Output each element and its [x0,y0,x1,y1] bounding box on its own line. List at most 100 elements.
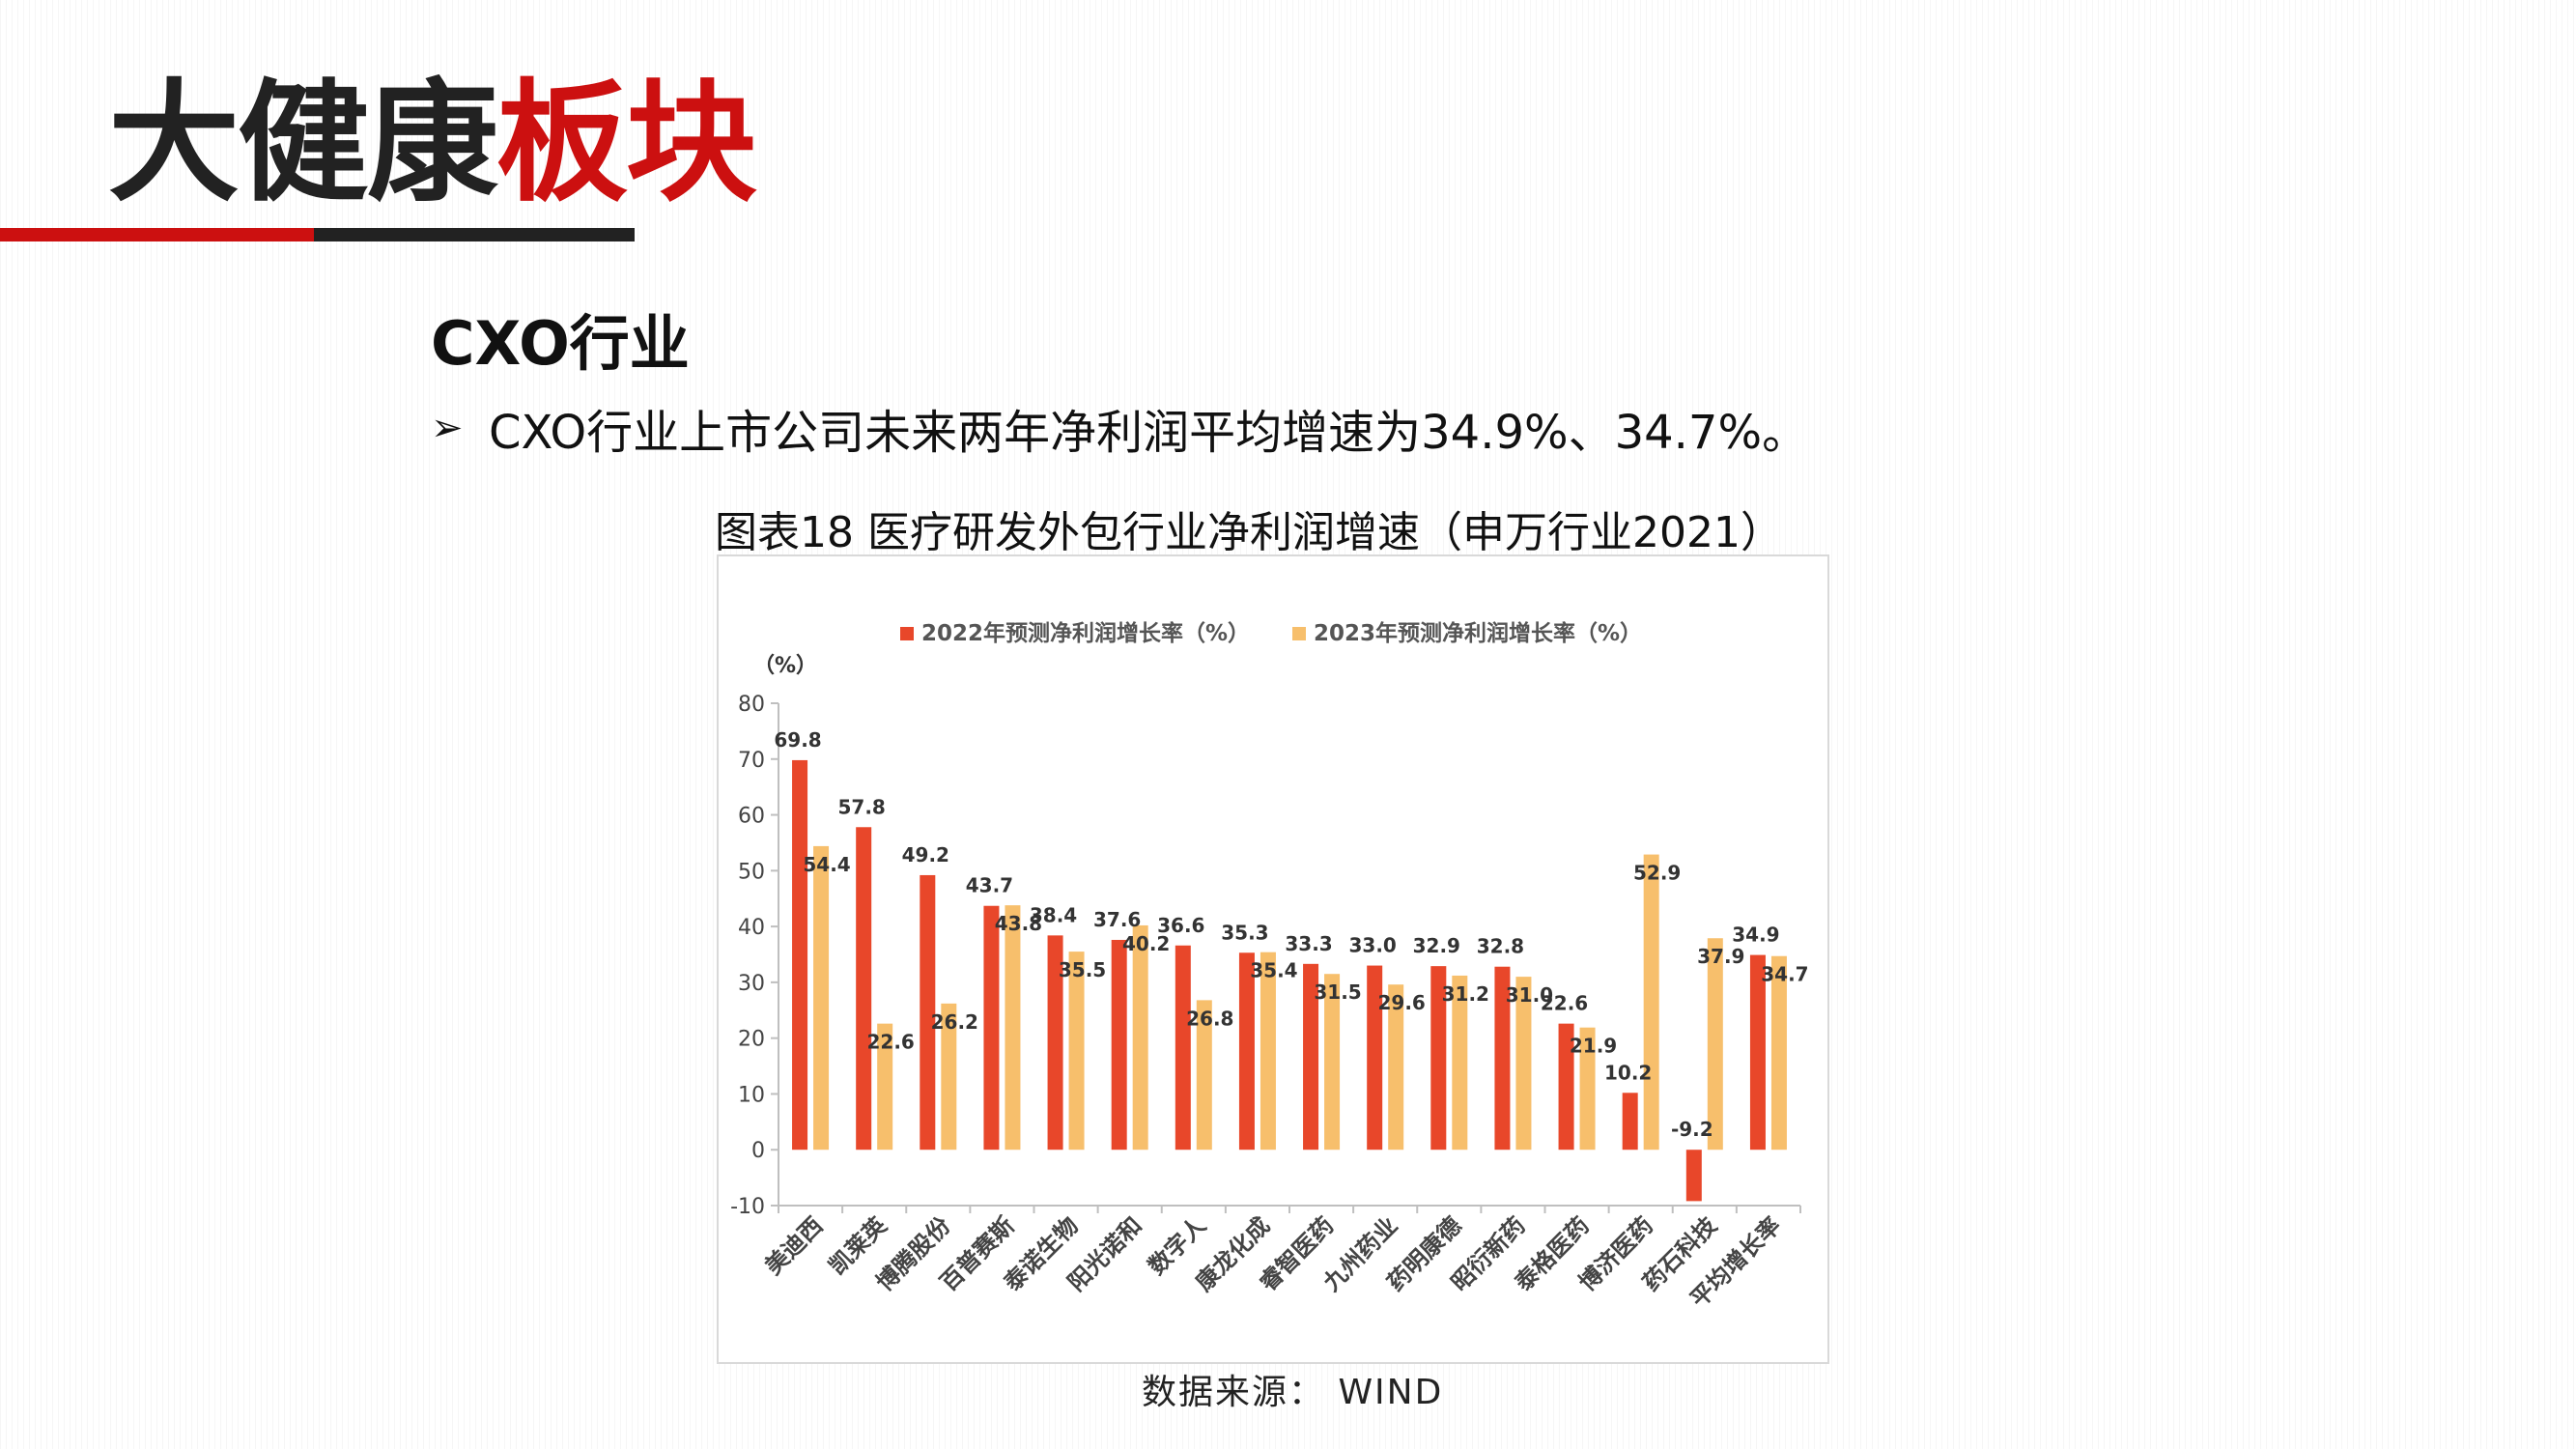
page-title: 大健康板块 [108,60,757,229]
bar-2022 [1558,1023,1574,1151]
bar-2022 [1238,952,1255,1151]
data-label: 33.3 [1285,932,1332,955]
bar-2023 [1324,974,1341,1151]
data-label: 21.9 [1570,1035,1617,1058]
legend-item: 2023年预测净利润增长率（%） [1292,620,1642,646]
data-label: 34.9 [1732,923,1779,947]
bar-2023 [1196,1000,1212,1151]
bar-2022 [1685,1150,1702,1202]
chart-frame: 2022年预测净利润增长率（%） 2023年预测净利润增长率（%） -10 0 10 2… [717,554,1829,1364]
data-label: 31.0 [1506,983,1553,1007]
page-title-red: 板块 [496,68,757,220]
data-label: 40.2 [1122,932,1170,955]
legend-item: 2022年预测净利润增长率（%） [900,620,1250,646]
bullet-arrow-icon: ➢ [431,406,464,450]
bar-2022 [1047,935,1063,1151]
y-tick-label: 70 [738,749,765,773]
bar-2022 [1430,966,1447,1151]
bar-2022 [1494,966,1511,1151]
bar-2023 [941,1003,957,1151]
data-label: 31.2 [1442,982,1489,1006]
section-heading: CXO行业 [431,308,690,379]
bar-2023 [1388,984,1404,1151]
figure-caption: 图表18 医疗研发外包行业净利润增速（申万行业2021） [715,508,1783,557]
title-underline-dark [314,228,635,242]
data-label: 38.4 [1030,903,1077,926]
bar-2023 [813,845,830,1151]
data-label: 34.7 [1761,963,1808,986]
bar-2022 [1111,939,1127,1151]
legend-label: 2023年预测净利润增长率（%） [1314,620,1642,646]
bullet-text: CXO行业上市公司未来两年净利润平均增速为34.9%、34.7%。 [489,406,1809,460]
bar-2023 [1452,975,1468,1151]
data-label: 22.6 [867,1031,915,1054]
bar-chart: 2022年预测净利润增长率（%） 2023年预测净利润增长率（%） -10 0 10 2… [730,620,1809,1313]
bar-2022 [1749,954,1766,1151]
data-label: 43.7 [966,874,1013,897]
bar-2022 [792,759,808,1151]
data-label: 31.5 [1314,980,1361,1004]
data-label: 57.8 [838,795,886,818]
data-label: 54.4 [803,853,850,876]
y-axis-label: （%） [753,654,817,678]
page-title-dark: 大健康 [108,68,498,220]
data-label: 22.6 [1541,992,1588,1015]
y-tick-label: 20 [738,1028,765,1052]
y-tick-label: 80 [738,693,765,717]
bar-2023 [1068,952,1085,1151]
chart-legend: 2022年预测净利润增长率（%） 2023年预测净利润增长率（%） [900,620,1642,646]
bar-2022 [856,827,872,1151]
data-label: 32.8 [1477,935,1524,958]
title-underline-red [0,228,314,242]
bar-2023 [1260,952,1276,1151]
y-tick-label: 10 [738,1083,765,1107]
x-axis: 美迪西凯莱英博腾股份百普赛斯泰诺生物阳光诺和数字人康龙化成睿智医药九州药业药明康… [760,1205,1801,1313]
data-label: 52.9 [1633,862,1681,885]
legend-swatch [1292,627,1306,640]
data-label: 35.4 [1250,959,1297,982]
bar-2023 [877,1023,893,1151]
data-label: 69.8 [774,728,821,752]
bar-2022 [1622,1093,1638,1151]
data-label: 49.2 [902,843,949,867]
y-tick-label: 50 [738,860,765,884]
data-labels: 69.8 54.4 57.8 22.6 49.2 26.2 43.7 43.838.4 35.5… [774,728,1808,1141]
data-label: 29.6 [1378,991,1426,1014]
data-label: 33.0 [1349,934,1397,957]
data-label: 26.8 [1186,1007,1233,1030]
bar-2023 [1005,905,1021,1151]
data-label: -9.2 [1671,1118,1713,1141]
legend-label: 2022年预测净利润增长率（%） [921,620,1250,646]
bar-2023 [1770,955,1787,1151]
data-label: 37.9 [1697,945,1744,968]
x-tick-label: 美迪西 [760,1211,829,1280]
bar-2022 [983,905,1000,1151]
bar-2023 [1707,938,1723,1151]
y-tick-label: -10 [730,1195,765,1219]
data-label: 37.6 [1093,908,1141,931]
y-tick-label: 40 [738,916,765,940]
data-label: 10.2 [1604,1061,1652,1084]
data-label: 32.9 [1413,934,1460,957]
bar-2022 [1175,945,1191,1151]
data-label: 43.8 [995,912,1042,935]
bar-2022 [1367,965,1383,1151]
legend-swatch [900,627,914,640]
bar-2023 [1515,977,1532,1151]
data-label: 35.5 [1059,958,1106,981]
bar-2022 [920,874,936,1151]
y-tick-label: 30 [738,972,765,996]
data-label: 36.6 [1157,914,1204,937]
bar-2022 [1303,963,1319,1151]
data-source: 数据来源： WIND [1142,1373,1444,1412]
bar-2023 [1132,924,1148,1151]
y-tick-label: 60 [738,805,765,829]
bar-2023 [1643,854,1659,1151]
bar-2023 [1579,1027,1596,1151]
data-label: 35.3 [1221,921,1268,944]
bullet-point: ➢ CXO行业上市公司未来两年净利润平均增速为34.9%、34.7%。 [431,394,1808,462]
y-tick-label: 0 [751,1139,765,1163]
chart-bars [792,759,1787,1202]
data-label: 26.2 [931,1010,978,1034]
y-axis: -10 0 10 20 30 40 50 60 70 80 （%） [730,654,817,1219]
